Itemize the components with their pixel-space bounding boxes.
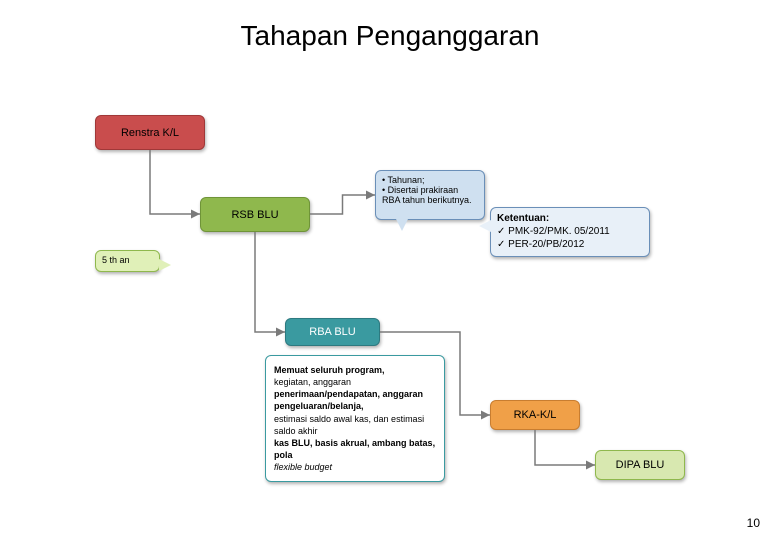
rba-desc-line: penerimaan/pendapatan, anggaran pengelua… [274,388,436,412]
tahunan-callout: Tahunan; Disertai prakiraan RBA tahun be… [375,170,485,220]
rba-desc-line: flexible budget [274,461,436,473]
tahunan-list: Tahunan; Disertai prakiraan RBA tahun be… [382,175,478,205]
dipa-box: DIPA BLU [595,450,685,480]
rka-box: RKA-K/L [490,400,580,430]
ketentuan-item: PMK-92/PMK. 05/2011 [497,225,643,238]
page-number: 10 [747,516,760,530]
renstra-label: Renstra K/L [121,127,179,139]
dipa-label: DIPA BLU [616,459,665,471]
five-year-callout: 5 th an [95,250,160,272]
ketentuan-title: Ketentuan: [497,212,643,225]
rsb-label: RSB BLU [231,209,278,221]
rba-desc-line: kegiatan, anggaran [274,376,436,388]
rka-label: RKA-K/L [514,409,557,421]
ketentuan-callout: Ketentuan: PMK-92/PMK. 05/2011 PER-20/PB… [490,207,650,257]
rba-desc-line: Memuat seluruh program, [274,364,436,376]
page-title: Tahapan Penganggaran [0,20,780,52]
rba-description: Memuat seluruh program,kegiatan, anggara… [265,355,445,482]
tahunan-item: Tahunan; [382,175,478,185]
rba-box: RBA BLU [285,318,380,346]
ketentuan-item: PER-20/PB/2012 [497,238,643,251]
rka-to-dipa [535,430,595,465]
rba-desc-line: kas BLU, basis akrual, ambang batas, pol… [274,437,436,461]
renstra-to-rsb [150,150,200,214]
five-year-label: 5 th an [102,255,130,265]
rsb-to-tahunan [310,195,375,214]
rba-label: RBA BLU [309,326,355,338]
renstra-box: Renstra K/L [95,115,205,150]
rsb-to-rba [255,232,285,332]
rsb-box: RSB BLU [200,197,310,232]
tahunan-item: Disertai prakiraan RBA tahun berikutnya. [382,185,478,205]
rba-desc-line: estimasi saldo awal kas, dan estimasi sa… [274,413,436,437]
